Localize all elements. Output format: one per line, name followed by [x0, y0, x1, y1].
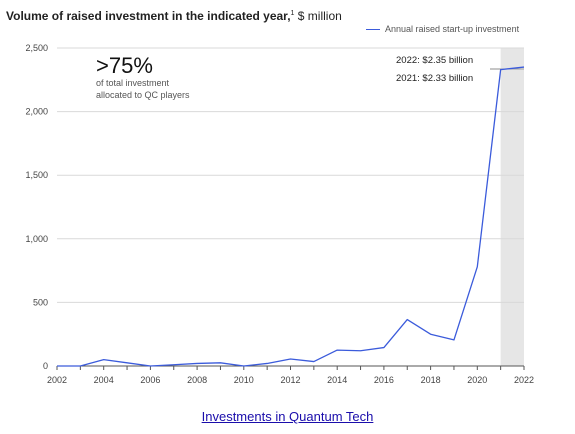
callout-2021: 2021: $2.33 billion	[396, 73, 474, 84]
legend: Annual raised start-up investment	[366, 24, 519, 34]
investments-link[interactable]: Investments in Quantum Tech	[201, 409, 374, 424]
y-tick-label: 2,000	[25, 107, 48, 117]
footnote-marker: 1	[290, 10, 295, 17]
x-tick-label: 2014	[327, 375, 347, 385]
y-tick-label: 1,500	[25, 170, 48, 180]
x-tick-label: 2012	[280, 375, 300, 385]
y-tick-label: 2,500	[25, 43, 48, 53]
y-tick-label: 0	[43, 361, 48, 371]
y-tick-label: 1,000	[25, 234, 48, 244]
x-tick-label: 2002	[47, 375, 67, 385]
x-tick-label: 2020	[467, 375, 487, 385]
highlight-band	[500, 48, 524, 366]
chart-title-text: Volume of raised investment in the indic…	[6, 9, 291, 23]
annotation-percentage: >75%	[96, 53, 153, 78]
x-tick-label: 2008	[187, 375, 207, 385]
x-tick-label: 2006	[140, 375, 160, 385]
x-tick-label: 2004	[94, 375, 114, 385]
legend-line-swatch	[366, 28, 380, 30]
chart-title: Volume of raised investment in the indic…	[6, 9, 342, 23]
x-tick-label: 2010	[234, 375, 254, 385]
x-tick-label: 2016	[374, 375, 394, 385]
chart-title-unit: $ million	[294, 9, 342, 23]
x-tick-label: 2022	[514, 375, 534, 385]
annotation-subtext: of total investment allocated to QC play…	[96, 78, 190, 100]
x-tick-label: 2018	[421, 375, 441, 385]
footer: Investments in Quantum Tech	[0, 409, 575, 424]
callout-2022: 2022: $2.35 billion	[396, 55, 474, 66]
y-tick-label: 500	[33, 297, 48, 307]
series-line-investment	[57, 66, 525, 367]
legend-label: Annual raised start-up investment	[385, 24, 520, 34]
